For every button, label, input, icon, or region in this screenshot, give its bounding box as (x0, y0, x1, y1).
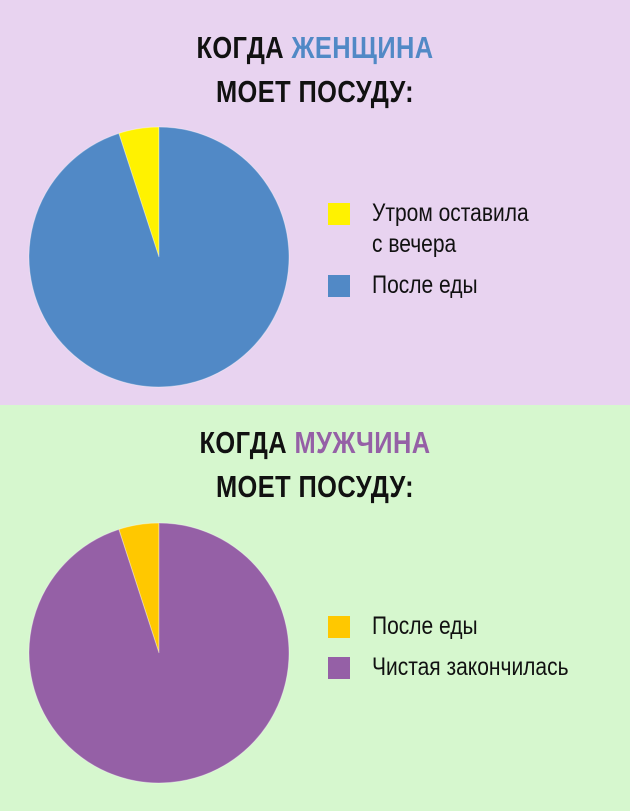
woman-title-accent: ЖЕНЩИНА (291, 30, 434, 65)
woman-pie-slice-morning (118, 126, 160, 258)
woman-legend-swatch-yellow (328, 203, 350, 225)
man-legend-label-no-clean-left: Чистая закончилась (372, 653, 569, 681)
man-title-accent: МУЖЧИНА (294, 425, 431, 460)
man-legend-label-after-meal: После еды (372, 612, 478, 640)
woman-legend: Утром оставила с вечера После еды (328, 198, 559, 311)
man-legend-item: Чистая закончилась (328, 652, 606, 683)
man-legend-swatch-purple (328, 657, 350, 679)
woman-legend-swatch-blue (328, 275, 350, 297)
woman-title-line2: МОЕТ ПОСУДУ: (215, 74, 415, 109)
woman-chart-panel: КОГДА ЖЕНЩИНА МОЕТ ПОСУДУ: Утром оставил… (0, 0, 630, 405)
man-chart-title: КОГДА МУЖЧИНА МОЕТ ПОСУДУ: (57, 421, 574, 509)
man-pie-slice-after-meal (118, 522, 160, 654)
woman-legend-label-after-meal: После еды (372, 271, 478, 299)
man-pie-chart (28, 522, 290, 784)
woman-pie-slice-after-meal (28, 126, 290, 388)
woman-legend-label-morning: Утром оставила с вечера (372, 199, 529, 258)
man-legend: После еды Чистая закончилась (328, 611, 606, 693)
man-pie-slice-no-clean-left (28, 522, 290, 784)
woman-legend-item: Утром оставила с вечера (328, 198, 559, 260)
man-legend-item: После еды (328, 611, 606, 642)
woman-pie-chart (28, 126, 290, 388)
man-chart-panel: КОГДА МУЖЧИНА МОЕТ ПОСУДУ: После еды Чис… (0, 405, 630, 811)
man-title-line2: МОЕТ ПОСУДУ: (215, 469, 415, 504)
man-title-prefix: КОГДА (199, 425, 295, 460)
man-legend-swatch-orange (328, 616, 350, 638)
woman-chart-title: КОГДА ЖЕНЩИНА МОЕТ ПОСУДУ: (57, 26, 574, 114)
woman-legend-item: После еды (328, 270, 559, 301)
woman-title-prefix: КОГДА (196, 30, 292, 65)
